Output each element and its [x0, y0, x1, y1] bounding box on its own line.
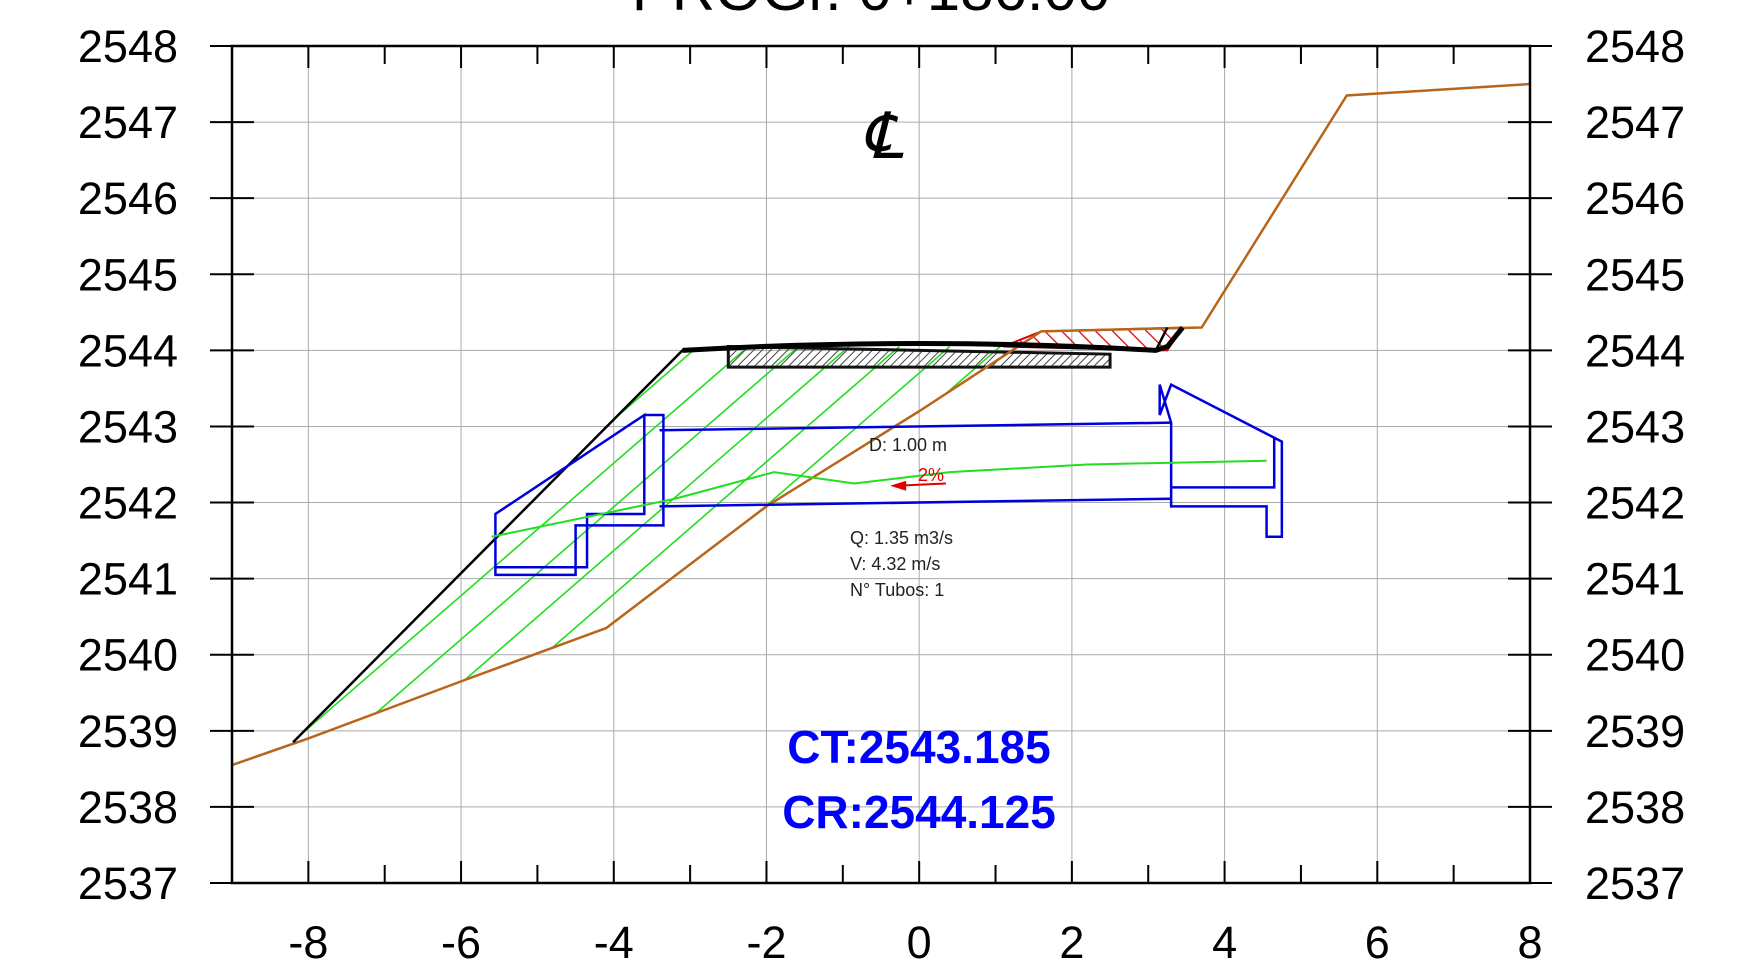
- culvert-edge: [659, 421, 1172, 432]
- cr-label: CR:2544.125: [782, 786, 1056, 838]
- y-tick-label-right: 2539: [1585, 706, 1685, 757]
- y-tick-label-left: 2546: [78, 173, 178, 224]
- slope-label: 2%: [918, 465, 944, 485]
- flow-label: Q: 1.35 m3/s: [850, 528, 953, 548]
- hatch-line: [909, 345, 1042, 732]
- hatch-line: [1112, 347, 1555, 731]
- y-tick-label-right: 2537: [1585, 858, 1685, 909]
- x-tick-label: -2: [746, 917, 786, 963]
- x-axis-labels: -8 -6 -4 -2 0 2 4 6 8: [288, 917, 1542, 963]
- y-tick-label-right: 2547: [1585, 97, 1685, 148]
- y-tick-label-left: 2539: [78, 706, 178, 757]
- culvert-structure: [494, 382, 1284, 577]
- x-tick-label: 6: [1365, 917, 1390, 963]
- culvert-edge: [659, 497, 1172, 508]
- x-tick-label: -8: [288, 917, 328, 963]
- y-tick-label-right: 2538: [1585, 782, 1685, 833]
- tubes-label: N° Tubos: 1: [850, 580, 944, 600]
- hatch-line: [455, 345, 900, 732]
- inlet-headwall: [494, 412, 665, 577]
- velocity-label: V: 4.32 m/s: [850, 554, 940, 574]
- y-tick-label-left: 2538: [78, 782, 178, 833]
- hatch-line: [758, 345, 1042, 732]
- y-tick-label-left: 2542: [78, 478, 178, 529]
- flowline: [491, 459, 1267, 538]
- x-tick-label: 8: [1517, 917, 1542, 963]
- hatch-line: [293, 345, 699, 732]
- y-tick-label-right: 2544: [1585, 325, 1685, 376]
- y-tick-label-left: 2545: [78, 249, 178, 300]
- hatch-line: [1061, 347, 1504, 731]
- pavement-layer: [726, 345, 1112, 369]
- road-surface: [682, 325, 1185, 353]
- y-tick-label-right: 2546: [1585, 173, 1685, 224]
- ct-label: CT:2543.185: [787, 721, 1050, 773]
- section-title: PROGr. 0+186.00: [632, 0, 1111, 23]
- y-tick-label-right: 2541: [1585, 554, 1685, 605]
- y-tick-label-right: 2548: [1585, 21, 1685, 72]
- y-tick-label-left: 2544: [78, 325, 178, 376]
- hatch-line: [607, 345, 1042, 732]
- y-tick-label-right: 2545: [1585, 249, 1685, 300]
- hatch-line: [355, 345, 800, 732]
- hatch-line: [1010, 345, 1042, 732]
- diameter-label: D: 1.00 m: [869, 435, 947, 455]
- hatch-line: [304, 345, 749, 732]
- y-tick-label-left: 2540: [78, 630, 178, 681]
- y-tick-label-right: 2540: [1585, 630, 1685, 681]
- hatch-line: [405, 345, 850, 732]
- y-tick-label-left: 2548: [78, 21, 178, 72]
- y-axis-right-labels: 2537 2538 2539 2540 2541 2542 2543 2544 2545 2546…: [1585, 21, 1685, 909]
- plot-frame: [230, 44, 1532, 885]
- slope-arrow-head: [890, 480, 907, 491]
- x-tick-label: 4: [1212, 917, 1237, 963]
- y-tick-label-left: 2541: [78, 554, 178, 605]
- y-tick-label-left: 2537: [78, 858, 178, 909]
- x-tick-label: -4: [594, 917, 634, 963]
- x-tick-label: 0: [907, 917, 932, 963]
- y-axis-left-labels: 2537 2538 2539 2540 2541 2542 2543 2544 2545 2546…: [78, 21, 178, 909]
- x-tick-label: 2: [1059, 917, 1084, 963]
- y-tick-label-right: 2543: [1585, 401, 1685, 452]
- terrain-line: [232, 82, 1530, 767]
- y-tick-label-left: 2543: [78, 401, 178, 452]
- hatch-line: [1162, 347, 1605, 731]
- fill-hatching: [293, 345, 1605, 732]
- y-tick-label-left: 2547: [78, 97, 178, 148]
- y-tick-label-right: 2542: [1585, 478, 1685, 529]
- x-tick-label: -6: [441, 917, 481, 963]
- hatch-line: [959, 345, 1042, 732]
- outlet-headwall: [1158, 382, 1284, 539]
- centerline-symbol: ℄: [861, 100, 904, 172]
